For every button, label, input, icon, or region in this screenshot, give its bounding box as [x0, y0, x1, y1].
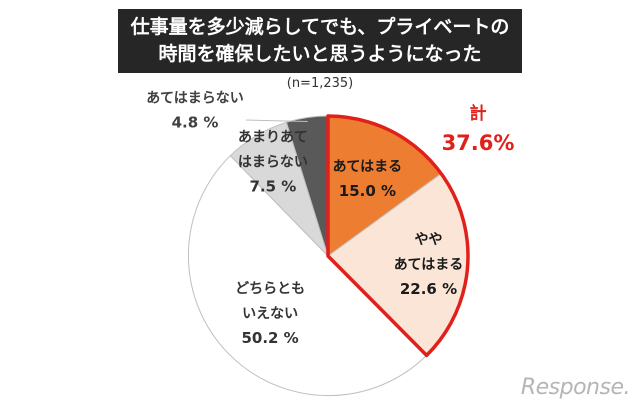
- slice-label-atehamaranai-0: あてはまらない: [146, 91, 243, 107]
- chart-title-line-2: 時間を確保したいと思うようになった: [158, 43, 482, 65]
- total-label: 計: [470, 103, 487, 124]
- response-watermark: Response.: [520, 375, 631, 400]
- pie-slices: [188, 115, 469, 397]
- chart-title: 仕事量を多少減らしてでも、プライベートの 時間を確保したいと思うようになった: [118, 9, 522, 73]
- slice-label-dochiratomo-ienai-0: どちらとも: [235, 281, 305, 297]
- slice-label-dochiratomo-ienai-1: いえない: [242, 306, 298, 322]
- slice-value-atehamaranai: 4.8 %: [172, 114, 219, 132]
- slice-value-amari-atehamaranai: 7.5 %: [249, 177, 296, 195]
- slice-value-atehamaru: 15.0 %: [339, 182, 396, 200]
- slice-label-atehamaru-0: あてはまる: [333, 159, 402, 175]
- slice-label-yaya-atehamaru-0: やや: [415, 232, 443, 248]
- slice-label-amari-atehamaranai-1: はまらない: [238, 154, 308, 170]
- slice-label-yaya-atehamaru-1: あてはまる: [394, 257, 463, 273]
- slice-value-dochiratomo-ienai: 50.2 %: [241, 329, 298, 347]
- slice-label-amari-atehamaranai-0: あまりあて: [238, 129, 308, 145]
- total-value: 37.6%: [442, 131, 515, 155]
- highlight-outline: [326, 114, 470, 358]
- chart-title-line-1: 仕事量を多少減らしてでも、プライベートの: [130, 16, 510, 38]
- slice-value-yaya-atehamaru: 22.6 %: [400, 280, 457, 298]
- sample-size-note: (n=1,235): [286, 76, 354, 91]
- leader-line: [245, 119, 308, 122]
- pie-slice-dochiratomo-ienai: [188, 154, 428, 397]
